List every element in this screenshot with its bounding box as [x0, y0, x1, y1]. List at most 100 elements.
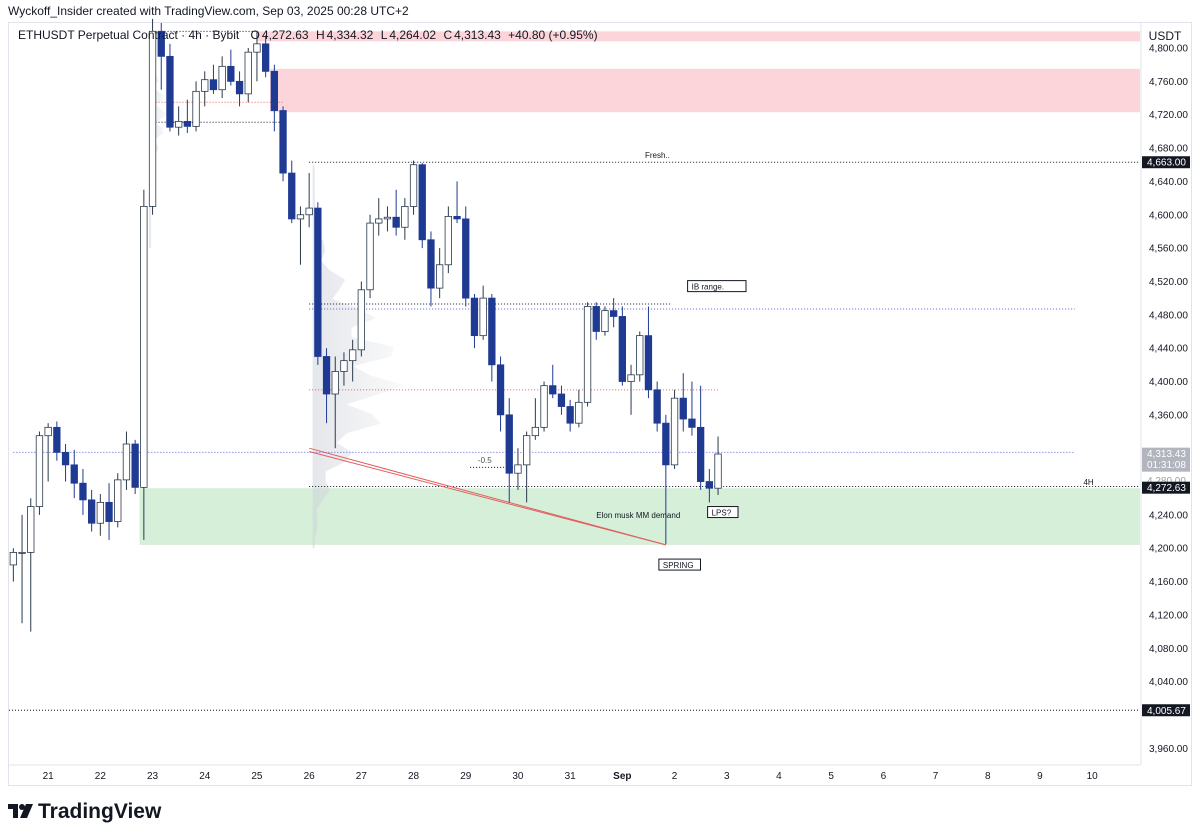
time-axis[interactable]: 21 22 23 24 25 26 27 28 29 30 31 Sep 2 3 4 5 6 7 8 9 10: [9, 764, 1140, 782]
candle-up: [348, 349, 357, 362]
candle-down: [392, 216, 400, 228]
change-value: +40.80 (+0.95%): [508, 28, 598, 42]
candle-up: [192, 90, 200, 127]
low-value: 4,264.02: [389, 28, 437, 42]
candle-down: [227, 65, 235, 82]
candle-down: [705, 481, 713, 489]
price-tick-label: 4,800.00: [1149, 44, 1188, 55]
candle-up: [575, 401, 583, 424]
price-tick-label: 4,080.00: [1149, 644, 1188, 655]
level-4h-price-tag-bg: [1142, 481, 1190, 494]
price-tick-label: 4,640.00: [1149, 177, 1188, 188]
time-tick-label: 8: [985, 771, 991, 782]
time-tick-label: 29: [460, 771, 472, 782]
demand-zone: [139, 488, 1140, 545]
candle-down: [314, 207, 322, 357]
price-tick-label: 4,480.00: [1149, 310, 1188, 321]
candle-up: [409, 164, 418, 207]
candle-up: [601, 310, 609, 332]
ib-range-label-box: [687, 280, 747, 293]
candle-down: [53, 426, 61, 453]
price-tick-label: 4,400.00: [1149, 377, 1188, 388]
candle-up: [357, 289, 366, 351]
candle-up: [201, 79, 209, 92]
candle-down: [288, 172, 296, 220]
candle-up: [253, 43, 261, 53]
candle-down: [261, 43, 270, 72]
candle-up: [18, 552, 26, 554]
candle-up: [636, 335, 644, 376]
candles: [9, 18, 722, 632]
time-tick-label: 5: [828, 771, 834, 782]
trendline-upper: [309, 447, 666, 546]
fresh-label: Fresh..: [645, 151, 670, 160]
time-tick-label: 28: [408, 771, 420, 782]
candle-down: [270, 70, 279, 111]
candle-up: [531, 426, 539, 437]
candle-up: [9, 552, 18, 566]
price-tick-label: 4,560.00: [1149, 244, 1188, 255]
candle-up: [383, 216, 392, 220]
price-tick-label: 4,760.00: [1149, 77, 1188, 88]
time-tick-label: 26: [304, 771, 316, 782]
candle-up: [514, 464, 522, 474]
candle-down: [653, 389, 661, 424]
candle-up: [583, 306, 592, 403]
time-tick-label: 10: [1087, 771, 1099, 782]
candle-down: [644, 335, 653, 391]
symbol-title: ETHUSDT Perpetual Contract · 4h · Bybit: [18, 28, 240, 42]
candle-up: [122, 443, 131, 481]
candle-down: [183, 120, 192, 127]
supply-zone: [270, 68, 1140, 113]
price-tick-label: 4,200.00: [1149, 544, 1188, 555]
fresh-price-tag-bg: [1142, 156, 1190, 169]
candle-up: [627, 374, 635, 382]
time-tick-label: 7: [933, 771, 939, 782]
price-axis[interactable]: 4,800.00 4,760.00 4,720.00 4,680.00 4,640.00…: [1140, 23, 1190, 765]
candle-up: [174, 120, 183, 128]
candle-down: [496, 364, 505, 416]
candle-down: [70, 464, 78, 484]
candle-down: [157, 30, 165, 57]
candle-up: [140, 206, 148, 488]
candle-up: [375, 218, 383, 224]
candle-up: [435, 264, 444, 289]
time-tick-label: 2: [672, 771, 678, 782]
candle-down: [662, 422, 670, 466]
supply-zone-top: [256, 31, 1140, 42]
currency-button[interactable]: USDT: [1148, 29, 1182, 43]
symbol-legend: ETHUSDT Perpetual Contract · 4h · Bybit …: [18, 28, 598, 42]
candle-down: [697, 426, 705, 482]
volume-profile-bars: [312, 164, 406, 549]
candle-up: [296, 214, 305, 220]
candle-up: [670, 397, 679, 466]
candle-down: [61, 451, 70, 466]
price-tick-label: 4,160.00: [1149, 577, 1188, 588]
candle-down: [453, 216, 461, 220]
spring-label-box: [658, 558, 701, 571]
spring-label: SPRING: [663, 561, 694, 570]
price-tick-label: 4,600.00: [1149, 210, 1188, 221]
high-label: H: [315, 28, 325, 42]
candle-up: [96, 501, 104, 524]
candle-down: [235, 80, 244, 95]
candle-up: [244, 51, 252, 95]
time-tick-label: 30: [512, 771, 524, 782]
demand-label: Elon musk MM demand: [596, 511, 680, 520]
candle-up: [401, 206, 409, 228]
countdown-tag: 01:31:08: [1147, 460, 1186, 471]
time-tick-label: 21: [43, 771, 55, 782]
candle-down: [679, 397, 687, 420]
close-label: C: [443, 28, 453, 42]
candle-up: [331, 371, 339, 395]
time-tick-label: 27: [356, 771, 368, 782]
candle-up: [479, 297, 487, 337]
time-tick-label: 24: [199, 771, 211, 782]
candle-up: [35, 435, 44, 507]
candle-up: [305, 207, 313, 216]
publish-info: Wyckoff_Insider created with TradingView…: [8, 4, 409, 18]
brand-name: TradingView: [38, 800, 162, 823]
lps-label-box: [707, 506, 739, 519]
candle-up: [444, 216, 453, 266]
